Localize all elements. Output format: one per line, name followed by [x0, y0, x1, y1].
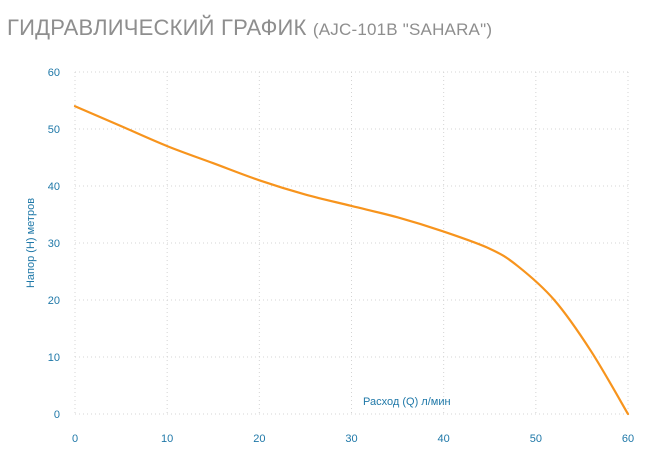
y-axis-label: Напор (H) метров: [25, 198, 37, 288]
series-line: [73, 105, 630, 416]
chart-grid: [74, 71, 629, 415]
chart-title-model: (AJC-101B "SAHARA"): [312, 20, 493, 39]
x-tick-label: 30: [345, 433, 357, 445]
y-tick-label: 10: [48, 352, 60, 364]
chart-title-main: ГИДРАВЛИЧЕСКИЙ ГРАФИК: [7, 15, 307, 40]
y-tick-label: 40: [48, 181, 60, 193]
x-tick-label: 20: [253, 433, 265, 445]
y-tick-label: 0: [54, 409, 60, 421]
x-tick-label: 60: [622, 433, 634, 445]
x-tick-label: 0: [72, 433, 78, 445]
x-tick-label: 50: [530, 433, 542, 445]
y-axis-ticks: 0 10 20 30 40 50 60: [48, 67, 60, 421]
x-axis-label: Расход (Q) л/мин: [363, 396, 451, 408]
y-tick-label: 30: [48, 238, 60, 250]
x-tick-label: 40: [438, 433, 450, 445]
x-tick-label: 10: [161, 433, 173, 445]
chart-series: [73, 105, 630, 416]
y-tick-label: 60: [48, 67, 60, 79]
x-axis-ticks: 0 10 20 30 40 50 60: [72, 433, 634, 445]
y-tick-label: 50: [48, 124, 60, 136]
chart-title: ГИДРАВЛИЧЕСКИЙ ГРАФИК (AJC-101B "SAHARA"…: [7, 15, 492, 41]
y-tick-label: 20: [48, 295, 60, 307]
